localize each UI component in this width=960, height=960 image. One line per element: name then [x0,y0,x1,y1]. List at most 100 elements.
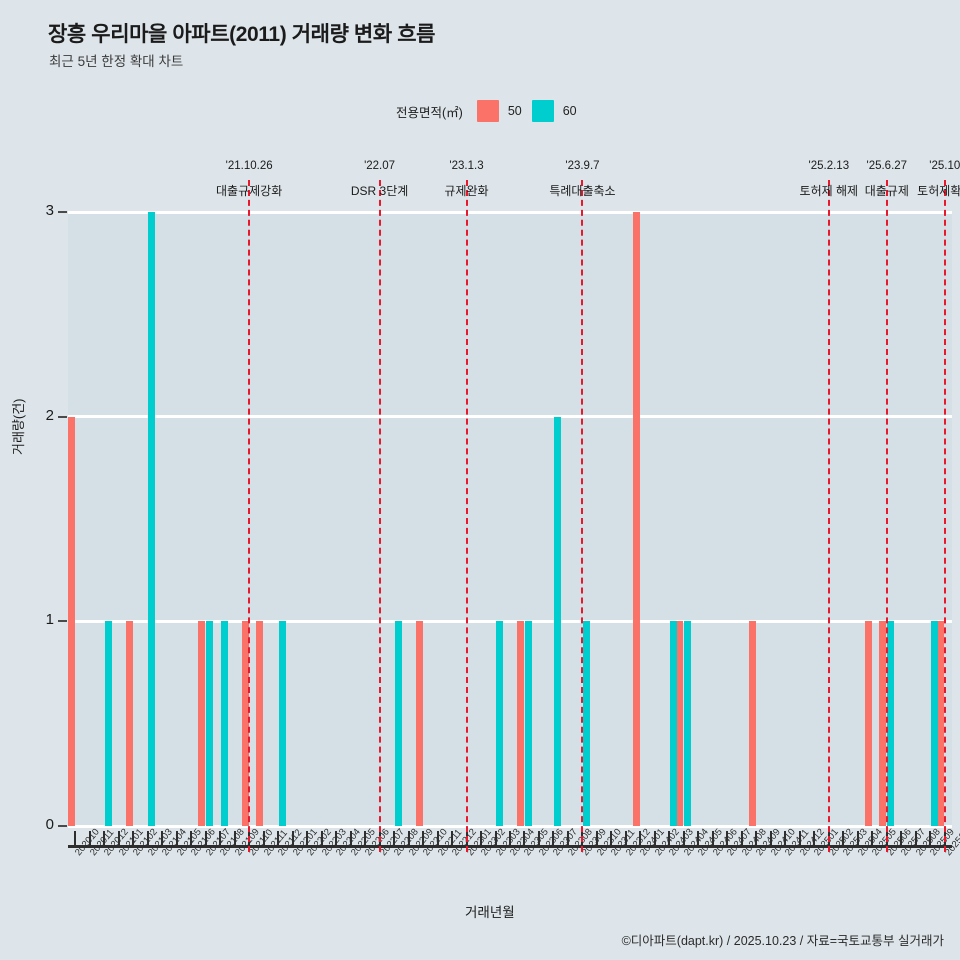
x-tick-mark [219,831,222,845]
legend-item-50[interactable]: 50 [476,100,522,122]
bar[interactable] [198,621,206,826]
bars-layer [67,212,952,826]
legend-title: 전용면적(㎡) [396,105,463,120]
page-subtitle: 최근 5년 한정 확대 차트 [49,54,184,69]
x-tick-mark [320,831,323,845]
bar[interactable] [669,621,677,826]
x-tick-mark [262,831,265,845]
event-date-label: '22.07 [364,160,396,172]
legend-label-50: 50 [507,104,522,118]
legend-swatch-50 [476,100,499,122]
x-tick-mark [871,831,874,845]
event-name-label: DSR 3단계 [350,184,409,198]
x-tick-mark [682,831,685,845]
event-name-label: 특례대출축소 [549,184,616,198]
y-tick-label: 0 [45,816,54,833]
bar[interactable] [676,621,684,826]
bar[interactable] [887,621,895,826]
x-tick-mark [595,831,598,845]
event-date-label: '25.6.27 [866,160,908,172]
x-tick-mark [769,831,772,845]
x-tick-mark [204,831,207,845]
x-tick-mark [842,831,845,845]
y-tick-mark [58,620,67,623]
bar[interactable] [864,621,872,826]
bar[interactable] [67,416,75,826]
y-tick-label: 3 [45,202,54,219]
bar[interactable] [582,621,590,826]
bar[interactable] [684,621,692,826]
x-tick-mark [624,831,627,845]
x-tick-mark [291,831,294,845]
bar[interactable] [104,621,112,826]
x-tick-mark [393,831,396,845]
y-tick-label: 1 [45,611,54,629]
legend: 전용면적(㎡) 50 60 [396,100,577,122]
x-tick-mark [306,831,309,845]
x-tick-mark [233,831,236,845]
x-tick-mark [740,831,743,845]
x-tick-mark [277,831,280,845]
bar[interactable] [256,621,264,826]
event-name-label: 대출규제강화 [216,184,283,198]
x-tick-mark [726,831,729,845]
x-tick-mark [364,831,367,845]
x-tick-mark [900,831,903,845]
x-tick-mark [914,831,917,845]
bar[interactable] [241,621,249,826]
legend-item-60[interactable]: 60 [531,100,577,122]
bar[interactable] [879,621,887,826]
bar[interactable] [125,621,133,826]
x-tick-mark [784,831,787,845]
y-tick-mark [58,415,67,418]
y-tick-label: 2 [45,406,54,424]
bar[interactable] [748,621,756,826]
bar[interactable] [516,621,524,826]
x-tick-mark [523,831,526,845]
x-tick-mark [755,831,758,845]
x-tick-mark [509,831,511,845]
x-tick-mark [436,831,439,845]
bar[interactable] [415,621,423,826]
bar[interactable] [148,212,156,826]
gridline [68,824,952,828]
x-tick-mark [103,831,106,845]
bar[interactable] [937,621,945,826]
bar[interactable] [553,416,561,826]
bar[interactable] [278,621,286,826]
page-title: 장흥 우리마을 아파트(2011) 거래량 변화 흐름 [48,23,436,46]
bar[interactable] [930,621,938,826]
event-line [581,180,584,852]
bar[interactable] [632,212,640,826]
event-name-label: 대출규제 [864,184,909,198]
x-tick-mark [566,831,569,845]
legend-swatch-60 [531,100,554,122]
x-axis-title: 거래년월 [465,905,515,920]
x-tick-mark [335,831,338,845]
x-tick-mark [653,831,656,845]
x-tick-mark [422,831,425,845]
bar[interactable] [524,621,532,826]
event-date-label: '23.9.7 [565,160,600,172]
x-tick-mark [668,831,671,845]
x-tick-mark [146,831,149,845]
event-date-label: '25.10 [929,160,960,172]
gridline [68,415,952,419]
event-line [465,180,468,852]
x-tick-mark [494,831,497,845]
x-tick-mark [697,831,700,845]
bar[interactable] [206,621,214,826]
bar[interactable] [394,621,402,826]
x-tick-mark [798,831,801,845]
bar[interactable] [220,621,228,826]
bar[interactable] [496,621,503,826]
x-axis-line [68,845,952,848]
event-date-label: '25.2.13 [808,160,850,172]
x-tick-mark [74,831,77,845]
event-line [248,180,251,852]
event-name-label: 규제완화 [444,184,489,198]
x-tick-mark [175,831,178,845]
x-tick-mark [537,831,540,845]
x-tick-mark [610,831,613,845]
